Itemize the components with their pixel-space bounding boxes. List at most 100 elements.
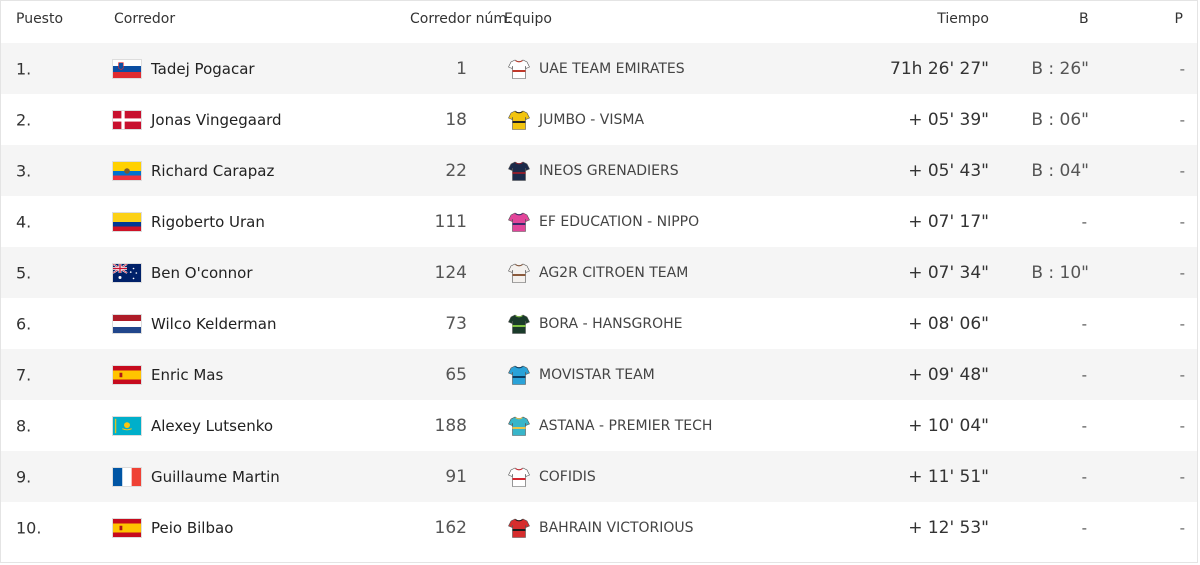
penalty-cell: - <box>1179 416 1185 435</box>
bonus-cell: - <box>1081 314 1087 333</box>
table-row[interactable]: 1. Tadej Pogacar 1 UAE TEAM EMIRATES 71h 26'… <box>1 43 1197 94</box>
table-row[interactable]: 5. Ben O'connor 124 AG2R CITROEN TEAM + 07' … <box>1 247 1197 298</box>
table-row[interactable]: 9. Guillaume Martin 91 COFIDIS + 11' 51" - - <box>1 451 1197 502</box>
rider-number: 111 <box>434 211 467 232</box>
table-header: Puesto Corredor Corredor núm. Equipo Tie… <box>1 1 1197 41</box>
rank-cell: 2. <box>16 110 32 129</box>
rider-name-link[interactable]: Rigoberto Uran <box>151 212 265 231</box>
header-rider: Corredor <box>114 11 176 27</box>
time-cell: + 08' 06" <box>908 313 989 334</box>
team-name-link[interactable]: COFIDIS <box>539 468 596 485</box>
movistar-jersey-icon <box>508 364 530 386</box>
table-row[interactable]: 4. Rigoberto Uran 111 EF EDUCATION - NIPPO +… <box>1 196 1197 247</box>
rider-name-link[interactable]: Jonas Vingegaard <box>151 110 282 129</box>
table-row[interactable]: 3. Richard Carapaz 22 INEOS GRENADIERS + 05'… <box>1 145 1197 196</box>
bonus-cell: - <box>1081 467 1087 486</box>
team-name-link[interactable]: AG2R CITROEN TEAM <box>539 264 689 281</box>
time-cell: + 11' 51" <box>908 466 989 487</box>
team-name-link[interactable]: BAHRAIN VICTORIOUS <box>539 519 694 536</box>
france-flag <box>113 467 141 486</box>
denmark-flag <box>113 110 141 129</box>
rider-name-link[interactable]: Ben O'connor <box>151 263 253 282</box>
rider-name-link[interactable]: Alexey Lutsenko <box>151 416 274 435</box>
rider-name-link[interactable]: Peio Bilbao <box>151 518 234 537</box>
rank-cell: 6. <box>16 314 32 333</box>
header-time: Tiempo <box>937 11 989 27</box>
ecuador-flag <box>113 161 141 180</box>
colombia-flag <box>113 212 141 231</box>
team-name-link[interactable]: EF EDUCATION - NIPPO <box>539 213 700 230</box>
rider-name-link[interactable]: Guillaume Martin <box>151 467 280 486</box>
penalty-cell: - <box>1179 110 1185 129</box>
team-name-link[interactable]: ASTANA - PREMIER TECH <box>539 417 713 434</box>
ineos-jersey-icon <box>508 160 530 182</box>
team-name-link[interactable]: JUMBO - VISMA <box>539 111 645 128</box>
header-rank: Puesto <box>16 11 64 27</box>
bonus-cell: - <box>1081 416 1087 435</box>
table-row[interactable]: 10. Peio Bilbao 162 BAHRAIN VICTORIOUS + 12'… <box>1 502 1197 553</box>
rider-number: 91 <box>445 466 467 487</box>
spain-flag <box>113 365 141 384</box>
rank-cell: 9. <box>16 467 32 486</box>
penalty-cell: - <box>1179 59 1185 78</box>
table-row[interactable]: 2. Jonas Vingegaard 18 JUMBO - VISMA + 05' 3… <box>1 94 1197 145</box>
header-bonus: B <box>1079 11 1089 27</box>
kazakhstan-flag <box>113 416 141 435</box>
ef-jersey-icon <box>508 211 530 233</box>
netherlands-flag <box>113 314 141 333</box>
bora-jersey-icon <box>508 313 530 335</box>
table-row[interactable]: 8. Alexey Lutsenko 188 ASTANA - PREMIER TEC… <box>1 400 1197 451</box>
penalty-cell: - <box>1179 365 1185 384</box>
bonus-cell: - <box>1081 212 1087 231</box>
rider-number: 22 <box>445 160 467 181</box>
rank-cell: 5. <box>16 263 32 282</box>
time-cell: + 07' 34" <box>908 262 989 283</box>
rank-cell: 7. <box>16 365 32 384</box>
time-cell: + 05' 39" <box>908 109 989 130</box>
rider-name-link[interactable]: Richard Carapaz <box>151 161 275 180</box>
australia-flag <box>113 263 141 282</box>
bonus-cell: - <box>1081 365 1087 384</box>
spain-flag <box>113 518 141 537</box>
rider-number: 73 <box>445 313 467 334</box>
bonus-cell: B : 04" <box>1031 160 1089 181</box>
rider-number: 188 <box>434 415 467 436</box>
rider-name-link[interactable]: Wilco Kelderman <box>151 314 277 333</box>
time-cell: + 10' 04" <box>908 415 989 436</box>
penalty-cell: - <box>1179 467 1185 486</box>
rider-number: 18 <box>445 109 467 130</box>
bonus-cell: B : 06" <box>1031 109 1089 130</box>
time-cell: + 09' 48" <box>908 364 989 385</box>
rank-cell: 1. <box>16 59 32 78</box>
team-name-link[interactable]: UAE TEAM EMIRATES <box>539 60 685 77</box>
penalty-cell: - <box>1179 212 1185 231</box>
time-cell: 71h 26' 27" <box>890 58 989 79</box>
ag2r-jersey-icon <box>508 262 530 284</box>
rider-number: 65 <box>445 364 467 385</box>
rank-cell: 3. <box>16 161 32 180</box>
team-name-link[interactable]: INEOS GRENADIERS <box>539 162 679 179</box>
header-penalty: P <box>1174 11 1183 27</box>
rider-name-link[interactable]: Enric Mas <box>151 365 224 384</box>
jumbo-jersey-icon <box>508 109 530 131</box>
rank-cell: 10. <box>16 518 42 537</box>
penalty-cell: - <box>1179 518 1185 537</box>
rider-number: 1 <box>456 58 467 79</box>
header-number: Corredor núm. <box>410 11 512 27</box>
header-team: Equipo <box>504 11 552 27</box>
uae-jersey-icon <box>508 58 530 80</box>
team-name-link[interactable]: BORA - HANSGROHE <box>539 315 683 332</box>
time-cell: + 05' 43" <box>908 160 989 181</box>
penalty-cell: - <box>1179 314 1185 333</box>
bonus-cell: B : 26" <box>1031 58 1089 79</box>
rank-cell: 4. <box>16 212 32 231</box>
table-row[interactable]: 7. Enric Mas 65 MOVISTAR TEAM + 09' 48" - - <box>1 349 1197 400</box>
time-cell: + 07' 17" <box>908 211 989 232</box>
time-cell: + 12' 53" <box>908 517 989 538</box>
rider-name-link[interactable]: Tadej Pogacar <box>151 59 255 78</box>
team-name-link[interactable]: MOVISTAR TEAM <box>539 366 655 383</box>
bonus-cell: - <box>1081 518 1087 537</box>
rider-number: 124 <box>434 262 467 283</box>
table-row[interactable]: 6. Wilco Kelderman 73 BORA - HANSGROHE + 08'… <box>1 298 1197 349</box>
